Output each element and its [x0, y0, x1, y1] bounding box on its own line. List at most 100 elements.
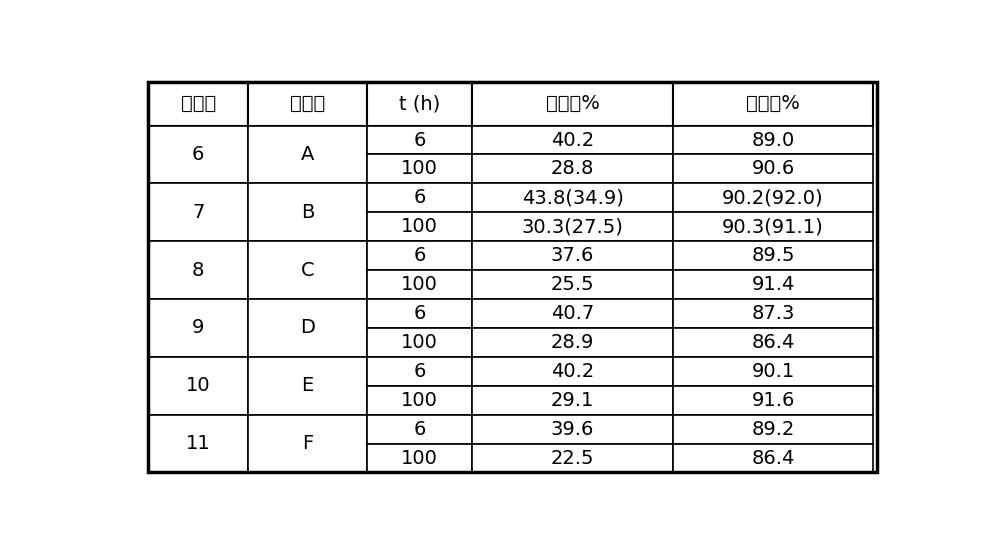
Text: 22.5: 22.5 [551, 449, 594, 468]
Bar [472, 357, 673, 386]
Bar [673, 444, 873, 473]
Bar [673, 328, 873, 357]
Text: 100: 100 [401, 275, 438, 294]
Bar [367, 183, 472, 212]
Text: 6: 6 [413, 130, 426, 149]
Bar [472, 386, 673, 415]
Bar [673, 183, 873, 212]
Bar [248, 357, 367, 415]
Text: 89.5: 89.5 [751, 246, 795, 265]
Text: 9: 9 [192, 318, 204, 337]
Bar [367, 125, 472, 154]
Bar [472, 212, 673, 241]
Text: B: B [301, 203, 314, 222]
Text: 6: 6 [413, 362, 426, 381]
Text: 转化率%: 转化率% [546, 94, 600, 113]
Bar [367, 386, 472, 415]
Text: E: E [301, 376, 314, 395]
Text: 40.2: 40.2 [551, 362, 594, 381]
Bar [673, 299, 873, 328]
Bar [673, 241, 873, 270]
Text: 86.4: 86.4 [751, 449, 795, 468]
Bar [367, 328, 472, 357]
Text: 87.3: 87.3 [751, 304, 795, 323]
Bar [367, 444, 472, 473]
Bar [472, 125, 673, 154]
Bar [673, 212, 873, 241]
Bar [248, 183, 367, 241]
Text: 11: 11 [186, 434, 211, 453]
Bar [148, 82, 248, 125]
Bar [248, 241, 367, 299]
Text: 28.8: 28.8 [551, 160, 594, 178]
Bar [673, 82, 873, 125]
Text: C: C [301, 261, 314, 280]
Text: 90.1: 90.1 [751, 362, 795, 381]
Bar [367, 270, 472, 299]
Bar [148, 415, 248, 473]
Bar [673, 125, 873, 154]
Text: 86.4: 86.4 [751, 333, 795, 352]
Text: 100: 100 [401, 391, 438, 410]
Bar [472, 328, 673, 357]
Text: t (h): t (h) [399, 94, 440, 113]
Text: 91.6: 91.6 [751, 391, 795, 410]
Text: 100: 100 [401, 333, 438, 352]
Text: 40.7: 40.7 [551, 304, 594, 323]
Text: 10: 10 [186, 376, 210, 395]
Bar [367, 299, 472, 328]
Text: A: A [301, 145, 314, 164]
Text: 89.2: 89.2 [751, 420, 795, 439]
Text: 39.6: 39.6 [551, 420, 594, 439]
Text: 90.3(91.1): 90.3(91.1) [722, 217, 824, 236]
Bar [148, 183, 248, 241]
Bar [248, 299, 367, 357]
Text: 实施例: 实施例 [181, 94, 216, 113]
Text: 28.9: 28.9 [551, 333, 594, 352]
Bar [472, 241, 673, 270]
Text: F: F [302, 434, 313, 453]
Text: 6: 6 [413, 420, 426, 439]
Bar [367, 415, 472, 444]
Text: 7: 7 [192, 203, 204, 222]
Bar [148, 357, 248, 415]
Bar [248, 82, 367, 125]
Text: 100: 100 [401, 160, 438, 178]
Text: 89.0: 89.0 [751, 130, 795, 149]
Text: 30.3(27.5): 30.3(27.5) [522, 217, 624, 236]
Bar [673, 357, 873, 386]
Text: 选择性%: 选择性% [746, 94, 800, 113]
Text: D: D [300, 318, 315, 337]
Text: 40.2: 40.2 [551, 130, 594, 149]
Bar [148, 241, 248, 299]
Bar [673, 386, 873, 415]
Bar [367, 241, 472, 270]
Bar [673, 270, 873, 299]
Bar [472, 183, 673, 212]
Bar [472, 82, 673, 125]
Text: 6: 6 [413, 304, 426, 323]
Bar [673, 154, 873, 183]
Text: 25.5: 25.5 [551, 275, 594, 294]
Text: 催化剂: 催化剂 [290, 94, 325, 113]
Text: 91.4: 91.4 [751, 275, 795, 294]
Bar [148, 299, 248, 357]
Text: 6: 6 [413, 189, 426, 207]
Text: 6: 6 [413, 246, 426, 265]
Bar [367, 82, 472, 125]
Bar [367, 154, 472, 183]
Bar [472, 415, 673, 444]
Bar [148, 125, 248, 183]
Bar [248, 415, 367, 473]
Bar [472, 299, 673, 328]
Text: 90.2(92.0): 90.2(92.0) [722, 189, 824, 207]
Bar [367, 212, 472, 241]
Text: 90.6: 90.6 [751, 160, 795, 178]
Bar [367, 357, 472, 386]
Text: 100: 100 [401, 217, 438, 236]
Text: 29.1: 29.1 [551, 391, 594, 410]
Text: 8: 8 [192, 261, 204, 280]
Bar [248, 125, 367, 183]
Bar [472, 270, 673, 299]
Bar [673, 415, 873, 444]
